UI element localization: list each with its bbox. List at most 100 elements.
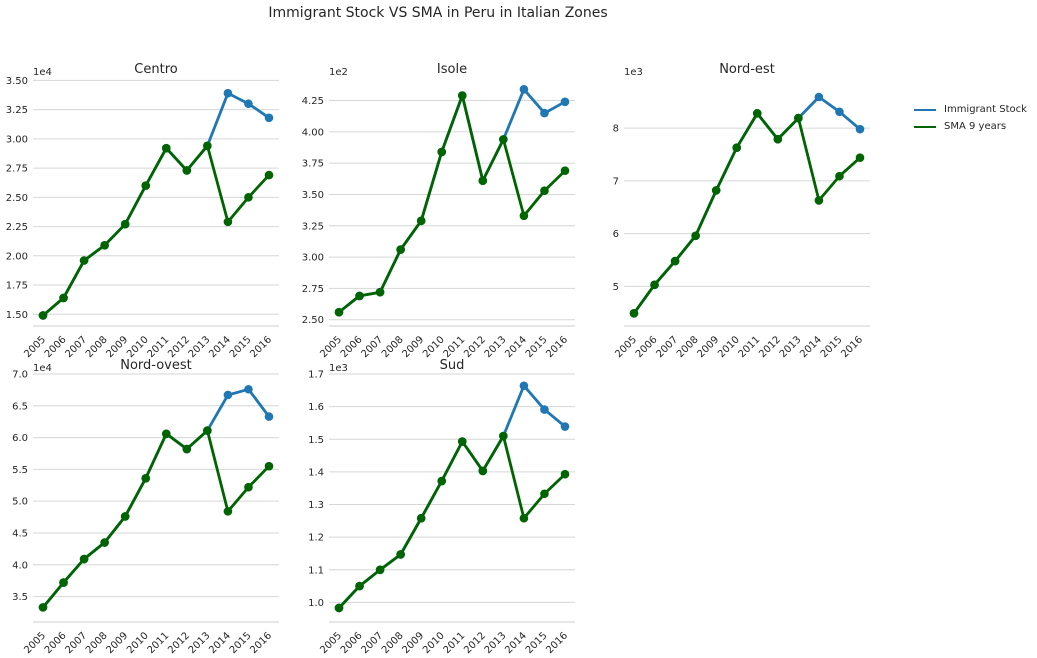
x-tick-label: 2016 (248, 630, 274, 656)
data-point-sma-9-years (711, 186, 721, 195)
data-point-sma-9-years (437, 147, 447, 157)
data-point-sma-9-years (141, 473, 151, 483)
data-point-sma-9-years (396, 245, 405, 254)
data-point-sma-9-years (560, 166, 570, 175)
x-tick-label: 2015 (524, 334, 550, 360)
data-point-sma-9-years (519, 513, 529, 523)
data-point-immigrant-stock (244, 99, 253, 109)
data-point-immigrant-stock (519, 381, 529, 391)
x-tick-label: 2007 (359, 630, 385, 656)
series-line-sma-9-years (632, 112, 861, 315)
data-point-immigrant-stock (223, 390, 233, 400)
legend-item-sma: SMA 9 years (914, 118, 1027, 135)
y-tick-label: 2.75 (302, 284, 324, 295)
data-point-sma-9-years (38, 603, 48, 612)
x-tick-label: 2011 (442, 334, 468, 360)
y-tick-label: 7 (613, 176, 619, 187)
x-tick-label: 2011 (442, 630, 468, 656)
data-point-sma-9-years (478, 466, 488, 476)
x-tick-label: 2007 (63, 334, 89, 360)
data-point-sma-9-years (334, 603, 344, 613)
x-tick-label: 2009 (105, 334, 131, 360)
y-tick-label: 1.3 (308, 500, 324, 511)
series-line-immigrant-stock (42, 91, 270, 317)
y-tick-label: 1.0 (308, 598, 324, 609)
data-point-sma-9-years (59, 578, 68, 587)
data-point-immigrant-stock (560, 97, 570, 107)
y-tick-label: 1.75 (6, 281, 28, 292)
x-tick-label: 2010 (421, 334, 447, 360)
x-tick-label: 2008 (380, 630, 406, 656)
y-tick-label: 1.5 (308, 435, 324, 446)
x-tick-label: 2014 (798, 334, 824, 360)
subplot-title: Isole (437, 62, 467, 77)
x-tick-label: 2005 (22, 630, 48, 656)
x-tick-label: 2006 (339, 630, 365, 656)
data-point-sma-9-years (264, 461, 274, 471)
data-point-sma-9-years (79, 554, 89, 564)
x-tick-label: 2016 (839, 334, 865, 360)
x-tick-label: 2006 (43, 334, 69, 360)
x-tick-label: 2010 (421, 630, 447, 656)
x-tick-label: 2013 (778, 334, 804, 360)
y-tick-label: 3.25 (302, 221, 324, 232)
y-tick-label: 3.00 (302, 253, 324, 264)
x-tick-label: 2011 (146, 334, 172, 360)
data-point-sma-9-years (38, 311, 48, 320)
y-tick-label: 2.00 (6, 251, 28, 262)
y-tick-label: 6.5 (12, 401, 28, 412)
x-tick-label: 2009 (105, 630, 131, 656)
data-point-immigrant-stock (264, 412, 274, 421)
y-tick-label: 2.50 (6, 193, 28, 204)
y-tick-label: 3.00 (6, 134, 28, 145)
x-tick-label: 2012 (462, 630, 488, 656)
figure-title: Immigrant Stock VS SMA in Peru in Italia… (268, 5, 608, 21)
data-point-sma-9-years (691, 231, 700, 241)
y-tick-label: 8 (613, 124, 619, 135)
subplot-title: Nord-ovest (120, 358, 192, 373)
data-point-immigrant-stock (560, 422, 570, 431)
data-point-sma-9-years (223, 217, 233, 227)
x-tick-label: 2016 (544, 334, 570, 360)
data-point-sma-9-years (59, 293, 68, 303)
legend-swatch-sma (914, 125, 936, 128)
series-line-immigrant-stock (41, 387, 271, 609)
y-tick-label: 3.5 (12, 592, 28, 603)
legend-label-sma: SMA 9 years (944, 121, 1007, 132)
y-tick-label: 7.0 (12, 370, 28, 381)
x-tick-label: 2014 (503, 334, 529, 360)
data-point-sma-9-years (182, 166, 192, 175)
x-tick-label: 2006 (339, 334, 365, 360)
data-point-sma-9-years (79, 256, 89, 265)
subplot-nord-ovest: 3.5 4.0 4.5 5.0 5.5 6.0 6.5 7.0 2005200620072008… (12, 358, 279, 656)
y-tick-label: 4.5 (12, 528, 28, 539)
y-tick-label: 1.50 (6, 310, 28, 321)
x-tick-label: 2014 (503, 630, 529, 656)
data-point-sma-9-years (519, 211, 529, 221)
x-tick-label: 2012 (166, 630, 192, 656)
x-tick-label: 2006 (634, 334, 660, 360)
data-point-sma-9-years (396, 550, 405, 559)
x-tick-label: 2010 (125, 334, 151, 360)
x-tick-label: 2015 (228, 334, 254, 360)
x-tick-label: 2007 (654, 334, 680, 360)
x-tick-label: 2008 (84, 630, 110, 656)
x-tick-label: 2010 (716, 334, 742, 360)
subplot-centro: 1.50 1.75 2.00 2.25 2.50 2.75 3.00 3.25 3.50 2005… (6, 62, 279, 360)
exponent-label: 1e4 (33, 67, 52, 78)
subplot-nord-est: 5 6 7 8 200520062007200820092010201120122013… (613, 62, 870, 360)
y-tick-label: 5.0 (12, 497, 28, 508)
y-tick-label: 3.50 (6, 76, 28, 87)
y-tick-label: 1.1 (308, 565, 324, 576)
exponent-label: 1e4 (33, 363, 52, 374)
x-tick-label: 2005 (318, 334, 344, 360)
x-tick-label: 2011 (737, 334, 763, 360)
legend-label-immigrant-stock: Immigrant Stock (944, 104, 1027, 115)
series-line-sma-9-years (338, 94, 566, 314)
data-point-sma-9-years (120, 512, 130, 521)
legend-swatch-immigrant-stock (914, 108, 936, 111)
subplot-sud: 1.0 1.1 1.2 1.3 1.4 1.5 1.6 1.7 2005200620072008… (308, 358, 575, 656)
data-point-sma-9-years (835, 171, 844, 181)
data-point-immigrant-stock (855, 124, 865, 134)
